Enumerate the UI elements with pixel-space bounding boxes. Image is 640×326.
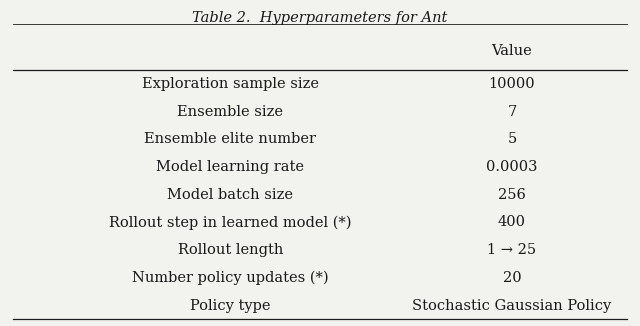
Text: Value: Value [492,44,532,57]
Text: 400: 400 [498,215,526,230]
Text: 10000: 10000 [489,77,535,91]
Text: 20: 20 [502,271,522,285]
Text: 0.0003: 0.0003 [486,160,538,174]
Text: Ensemble size: Ensemble size [177,105,284,119]
Text: Model learning rate: Model learning rate [156,160,305,174]
Text: Stochastic Gaussian Policy: Stochastic Gaussian Policy [412,299,612,313]
Text: Number policy updates (*): Number policy updates (*) [132,271,329,285]
Text: Rollout length: Rollout length [178,243,283,257]
Text: Rollout step in learned model (*): Rollout step in learned model (*) [109,215,351,230]
Text: Table 2.  Hyperparameters for Ant: Table 2. Hyperparameters for Ant [192,11,448,25]
Text: 256: 256 [498,188,526,202]
Text: Policy type: Policy type [190,299,271,313]
Text: Exploration sample size: Exploration sample size [142,77,319,91]
Text: Model batch size: Model batch size [168,188,293,202]
Text: 5: 5 [508,132,516,146]
Text: 1 → 25: 1 → 25 [488,243,536,257]
Text: 7: 7 [508,105,516,119]
Text: Ensemble elite number: Ensemble elite number [145,132,316,146]
